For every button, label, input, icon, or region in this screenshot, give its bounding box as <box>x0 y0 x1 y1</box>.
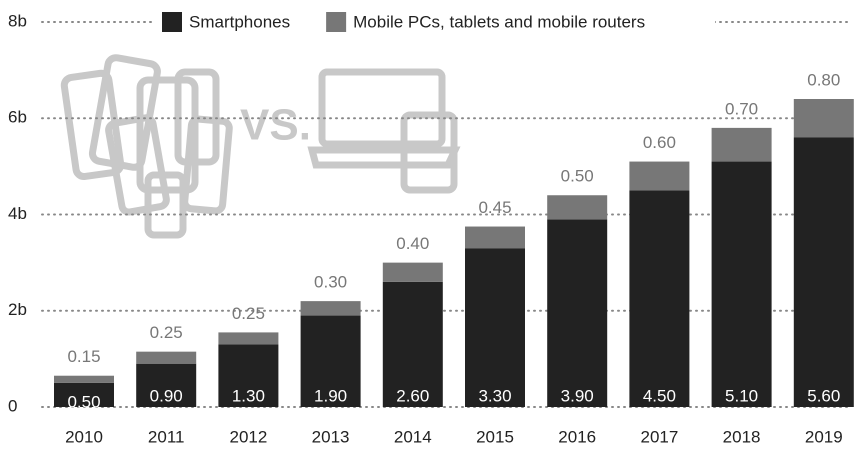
data-label: 1.30 <box>232 386 265 405</box>
x-tick-label: 2019 <box>805 427 843 446</box>
bar-segment <box>300 301 361 316</box>
x-tick-label: 2010 <box>65 427 103 446</box>
illustration: VS. <box>60 54 461 239</box>
data-label: 0.30 <box>314 273 347 292</box>
y-tick-label: 2b <box>8 300 27 319</box>
bar-segment <box>218 344 279 407</box>
legend-swatch <box>326 12 347 32</box>
data-label: 0.50 <box>561 167 594 186</box>
bar-segment <box>465 226 525 249</box>
x-tick-label: 2018 <box>723 427 761 446</box>
bar-segment <box>136 363 197 407</box>
data-label: 5.60 <box>807 386 840 405</box>
bar-segment <box>793 99 854 138</box>
y-tick-label: 0 <box>8 396 17 415</box>
bar-segment <box>218 332 279 345</box>
bar-segment <box>300 315 361 407</box>
data-label: 0.25 <box>150 323 183 342</box>
data-label: 0.80 <box>807 70 840 89</box>
bar-segment <box>711 127 772 162</box>
data-label: 0.70 <box>725 99 758 118</box>
bar-segment <box>629 190 690 407</box>
bar-segment <box>136 351 197 364</box>
legend-label: Smartphones <box>189 12 290 31</box>
data-label: 0.60 <box>643 133 676 152</box>
x-tick-label: 2013 <box>312 427 350 446</box>
legend-background <box>155 8 715 36</box>
bar-segment <box>547 219 608 407</box>
data-label: 2.60 <box>396 386 429 405</box>
x-tick-label: 2012 <box>229 427 267 446</box>
bar-segment <box>629 161 690 191</box>
data-label: 3.90 <box>561 386 594 405</box>
bar-segment <box>711 161 772 407</box>
x-tick-label: 2015 <box>476 427 514 446</box>
data-label: 0.50 <box>67 392 100 411</box>
y-tick-label: 4b <box>8 204 27 223</box>
data-label: 5.10 <box>725 386 758 405</box>
y-tick-label: 6b <box>8 108 27 127</box>
bar-segment <box>54 375 114 383</box>
bar-segment <box>382 281 443 407</box>
bar-segment <box>793 137 854 407</box>
data-label: 0.45 <box>478 198 511 217</box>
vs-label: VS. <box>240 101 311 150</box>
data-label: 3.30 <box>478 386 511 405</box>
bar-segment <box>382 262 443 282</box>
x-tick-label: 2014 <box>394 427 432 446</box>
data-label: 0.40 <box>396 234 429 253</box>
bar-segment <box>54 382 114 407</box>
x-tick-label: 2011 <box>148 427 185 446</box>
legend-label: Mobile PCs, tablets and mobile routers <box>353 12 645 31</box>
data-label: 0.90 <box>150 386 183 405</box>
data-label: 1.90 <box>314 386 347 405</box>
data-label: 0.25 <box>232 304 265 323</box>
bar-segment <box>547 195 608 220</box>
legend-swatch <box>162 12 182 32</box>
x-tick-label: 2016 <box>558 427 596 446</box>
bar-segment <box>465 248 525 407</box>
x-tick-label: 2017 <box>640 427 678 446</box>
y-tick-label: 8b <box>8 11 27 30</box>
data-label: 4.50 <box>643 386 676 405</box>
data-label: 0.15 <box>67 347 100 366</box>
